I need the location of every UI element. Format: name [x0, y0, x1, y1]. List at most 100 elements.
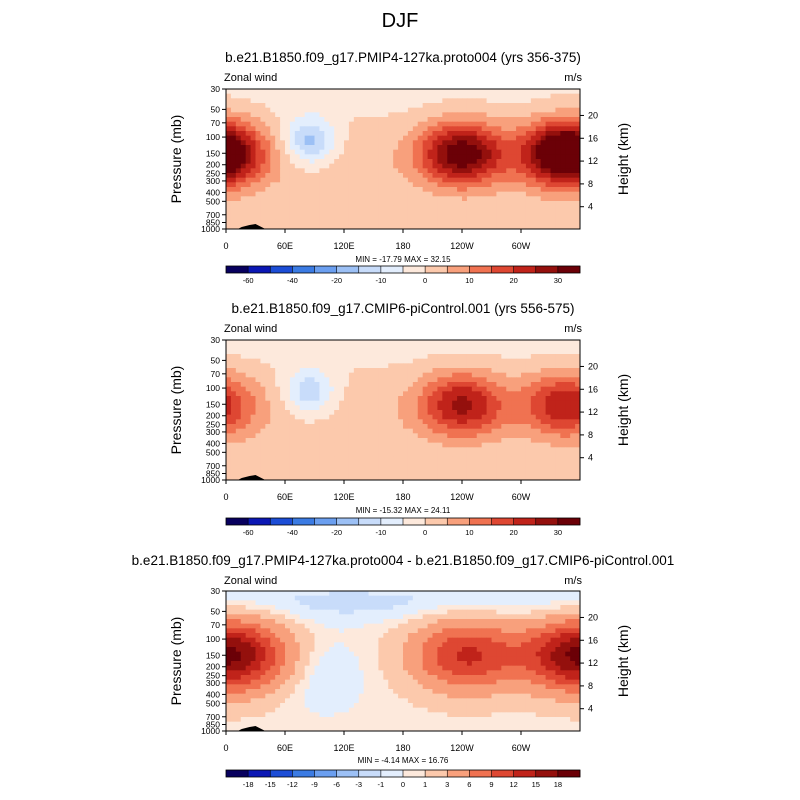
heatmap-cell — [309, 140, 315, 146]
heatmap-cell — [324, 126, 330, 132]
heatmap-cell — [275, 600, 281, 606]
y-tick-label: 200 — [206, 411, 220, 421]
heatmap-cell — [383, 424, 389, 430]
heatmap-cell — [442, 168, 448, 174]
y-axis-label: Pressure (mb) — [168, 366, 184, 455]
heatmap-cell — [304, 177, 310, 183]
heatmap-cell — [353, 414, 360, 420]
heatmap-cell — [521, 107, 527, 113]
heatmap-cell — [452, 210, 458, 216]
heatmap-cell — [255, 442, 261, 448]
heatmap-cell — [294, 400, 301, 406]
heatmap-cell — [226, 117, 232, 123]
heatmap-cell — [383, 201, 389, 207]
heatmap-cell — [555, 442, 561, 448]
heatmap-cell — [422, 410, 428, 416]
heatmap-cell — [226, 382, 232, 388]
y-tick-label: 700 — [206, 210, 220, 220]
heatmap-cell — [545, 159, 551, 165]
heatmap-cell — [457, 428, 463, 434]
heatmap-cell — [442, 424, 448, 430]
heatmap-cell — [285, 126, 291, 132]
heatmap-cell — [230, 131, 237, 137]
heatmap-cell — [545, 358, 551, 364]
heatmap-cell — [535, 433, 542, 439]
heatmap-cell — [575, 466, 581, 472]
heatmap-cell — [265, 447, 271, 453]
heatmap-cell — [462, 340, 468, 346]
heatmap-cell — [309, 609, 315, 615]
heatmap-cell — [570, 168, 576, 174]
heatmap-cell — [437, 107, 443, 113]
heatmap-cell — [388, 400, 394, 406]
heatmap-cell — [516, 154, 522, 160]
heatmap-cell — [501, 438, 507, 444]
heatmap-cell — [388, 410, 394, 416]
heatmap-cell — [525, 400, 532, 406]
heatmap-cell — [442, 196, 448, 202]
heatmap-cell — [245, 210, 251, 216]
heatmap-cell — [501, 215, 507, 221]
heatmap-cell — [545, 382, 551, 388]
heatmap-cell — [344, 591, 350, 597]
heatmap-cell — [334, 386, 340, 392]
heatmap-cell — [525, 117, 532, 123]
heatmap-cell — [506, 354, 512, 360]
heatmap-cell — [270, 187, 276, 193]
heatmap-cell — [309, 163, 315, 169]
heatmap-cell — [407, 131, 414, 137]
heatmap-cell — [304, 438, 310, 444]
heatmap-cell — [334, 121, 340, 127]
heatmap-cell — [452, 614, 458, 620]
heatmap-cell — [388, 396, 394, 402]
heatmap-cell — [250, 428, 256, 434]
heatmap-cell — [496, 438, 502, 444]
heatmap-cell — [555, 363, 561, 369]
colorbar-label: -10 — [375, 528, 386, 537]
heatmap-cell — [304, 377, 310, 383]
heatmap-cell — [516, 600, 522, 606]
heatmap-cell — [314, 103, 320, 109]
heatmap-cell — [466, 131, 473, 137]
heatmap-cell — [565, 354, 571, 360]
heatmap-cell — [575, 135, 581, 141]
heatmap-cell — [294, 177, 301, 183]
heatmap-cell — [285, 196, 291, 202]
heatmap-cell — [285, 595, 291, 601]
heatmap-cell — [398, 177, 404, 183]
heatmap-cell — [462, 159, 468, 165]
heatmap-cell — [496, 354, 502, 360]
heatmap-cell — [452, 424, 458, 430]
heatmap-cell — [339, 386, 345, 392]
heatmap-cell — [407, 98, 414, 104]
heatmap-cell — [535, 410, 542, 416]
heatmap-cell — [417, 609, 424, 615]
heatmap-cell — [437, 98, 443, 104]
heatmap-cell — [289, 591, 296, 597]
heatmap-cell — [417, 349, 424, 355]
heatmap-cell — [457, 121, 463, 127]
heatmap-cell — [309, 424, 315, 430]
y-tick-label: 50 — [211, 355, 221, 365]
heatmap-cell — [363, 126, 369, 132]
heatmap-cell — [378, 219, 384, 225]
heatmap-cell — [521, 126, 527, 132]
heatmap-cell — [521, 168, 527, 174]
heatmap-cell — [304, 89, 310, 95]
heatmap-cell — [314, 349, 320, 355]
heatmap-cell — [417, 400, 424, 406]
heatmap-cell — [353, 461, 360, 467]
heatmap-cell — [285, 219, 291, 225]
heatmap-cell — [280, 224, 286, 230]
heatmap-cell — [535, 215, 542, 221]
heatmap-cell — [265, 358, 271, 364]
heatmap-cell — [432, 121, 438, 127]
heatmap-cell — [535, 605, 542, 611]
heatmap-cell — [437, 354, 443, 360]
heatmap-cell — [378, 121, 384, 127]
heatmap-cell — [363, 182, 369, 188]
heatmap-cell — [329, 619, 335, 625]
heatmap-cell — [432, 340, 438, 346]
heatmap-cell — [550, 210, 556, 216]
heatmap-cell — [516, 391, 522, 397]
